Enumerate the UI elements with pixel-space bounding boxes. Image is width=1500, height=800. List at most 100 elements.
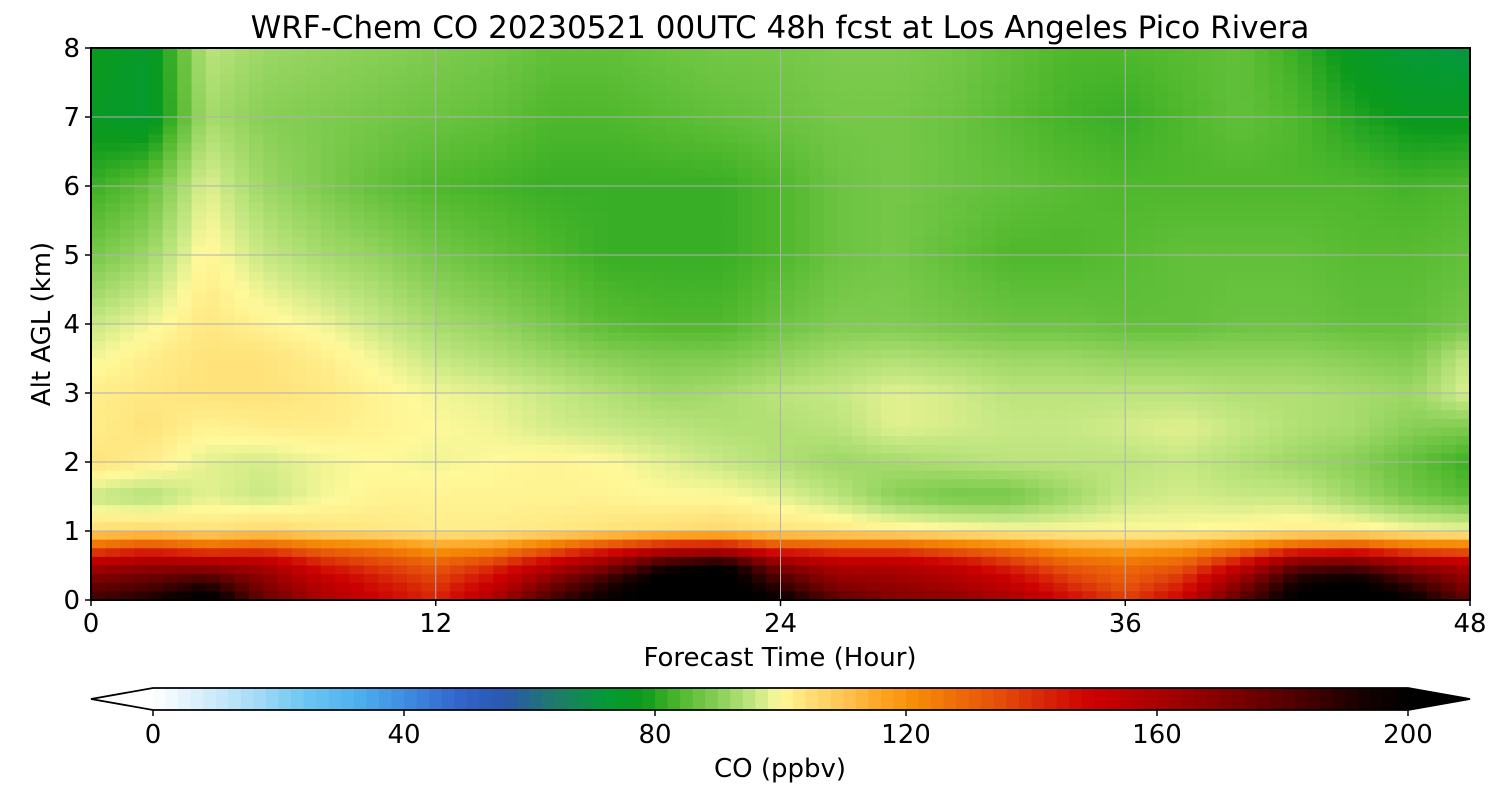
heatmap-cell xyxy=(737,177,753,187)
heatmap-cell xyxy=(435,479,451,489)
heatmap-cell xyxy=(809,280,825,291)
heatmap-cell xyxy=(450,487,466,498)
heatmap-cell xyxy=(162,280,178,291)
heatmap-cell xyxy=(407,324,422,334)
heatmap-cell xyxy=(909,203,925,213)
heatmap-cell xyxy=(119,263,135,273)
heatmap-cell xyxy=(1096,151,1112,161)
heatmap-cell xyxy=(981,470,997,480)
heatmap-cell xyxy=(1082,444,1098,454)
heatmap-cell xyxy=(909,375,925,385)
heatmap-cell xyxy=(363,220,379,230)
heatmap-cell xyxy=(277,556,293,567)
heatmap-cell xyxy=(536,306,552,316)
heatmap-cell xyxy=(1010,487,1026,498)
heatmap-cell xyxy=(349,462,365,472)
heatmap-cell xyxy=(636,324,652,334)
heatmap-cell xyxy=(881,436,897,446)
heatmap-cell xyxy=(177,505,193,515)
heatmap-cell xyxy=(1053,341,1069,351)
heatmap-cell xyxy=(119,453,135,463)
heatmap-cell xyxy=(536,160,552,170)
heatmap-cell xyxy=(837,306,853,316)
heatmap-cell xyxy=(378,186,394,196)
heatmap-cell xyxy=(608,324,624,334)
heatmap-cell xyxy=(794,134,810,144)
heatmap-cell xyxy=(780,211,796,222)
heatmap-cell xyxy=(263,65,279,75)
heatmap-cell xyxy=(1024,453,1040,463)
heatmap-cell xyxy=(565,194,580,204)
heatmap-cell xyxy=(723,358,738,368)
heatmap-cell xyxy=(967,444,983,454)
heatmap-cell xyxy=(694,82,710,92)
heatmap-cell xyxy=(349,73,365,84)
heatmap-cell xyxy=(306,565,322,575)
heatmap-cell xyxy=(320,332,336,342)
heatmap-cell xyxy=(91,522,106,532)
heatmap-cell xyxy=(737,453,753,463)
heatmap-cell xyxy=(105,186,121,196)
heatmap-cell xyxy=(277,393,293,403)
heatmap-cell xyxy=(119,194,135,204)
heatmap-cell xyxy=(1039,513,1055,523)
heatmap-cell xyxy=(507,108,523,118)
heatmap-cell xyxy=(622,375,638,385)
heatmap-cell xyxy=(162,246,178,256)
heatmap-cell xyxy=(924,384,940,394)
heatmap-cell xyxy=(450,479,466,489)
heatmap-cell xyxy=(679,280,695,291)
heatmap-cell xyxy=(651,470,667,480)
heatmap-cell xyxy=(363,513,379,523)
heatmap-cell xyxy=(636,272,652,282)
heatmap-cell xyxy=(823,487,839,498)
heatmap-cell xyxy=(622,186,638,196)
heatmap-cell xyxy=(766,367,782,377)
heatmap-cell xyxy=(794,324,810,334)
heatmap-cell xyxy=(952,168,968,178)
heatmap-cell xyxy=(1197,444,1213,454)
heatmap-cell xyxy=(809,349,825,360)
heatmap-cell xyxy=(306,367,322,377)
heatmap-cell xyxy=(1010,229,1026,239)
heatmap-cell xyxy=(177,108,193,118)
heatmap-cell xyxy=(263,194,279,204)
heatmap-cell xyxy=(622,306,638,316)
heatmap-cell xyxy=(751,582,767,592)
heatmap-cell xyxy=(952,591,968,600)
heatmap-cell xyxy=(852,229,868,239)
heatmap-cell xyxy=(723,142,738,153)
heatmap-cell xyxy=(392,142,408,153)
heatmap-cell xyxy=(679,177,695,187)
heatmap-cell xyxy=(1110,539,1126,549)
heatmap-cell xyxy=(1039,220,1055,230)
heatmap-cell xyxy=(952,229,968,239)
heatmap-cell xyxy=(766,418,782,429)
heatmap-cell xyxy=(392,531,408,541)
heatmap-cell xyxy=(1139,582,1155,592)
heatmap-cell xyxy=(421,280,437,291)
heatmap-cell xyxy=(881,505,897,515)
heatmap-cell xyxy=(421,349,437,360)
heatmap-cell xyxy=(162,591,178,600)
heatmap-cell xyxy=(1110,341,1126,351)
heatmap-cell xyxy=(162,229,178,239)
heatmap-cell xyxy=(967,565,983,575)
heatmap-cell xyxy=(665,125,681,135)
heatmap-cell xyxy=(1139,496,1155,506)
heatmap-cell xyxy=(1168,324,1184,334)
heatmap-cell xyxy=(981,168,997,178)
heatmap-cell xyxy=(938,487,954,498)
heatmap-cell xyxy=(220,384,236,394)
heatmap-cell xyxy=(579,220,595,230)
heatmap-cell xyxy=(708,479,724,489)
heatmap-cell xyxy=(723,349,738,360)
heatmap-cell xyxy=(507,496,523,506)
heatmap-cell xyxy=(1082,298,1098,308)
heatmap-cell xyxy=(636,151,652,161)
heatmap-cell xyxy=(378,117,394,127)
heatmap-cell xyxy=(622,134,638,144)
heatmap-cell xyxy=(1182,384,1198,394)
heatmap-cell xyxy=(292,99,308,109)
heatmap-cell xyxy=(952,91,968,101)
